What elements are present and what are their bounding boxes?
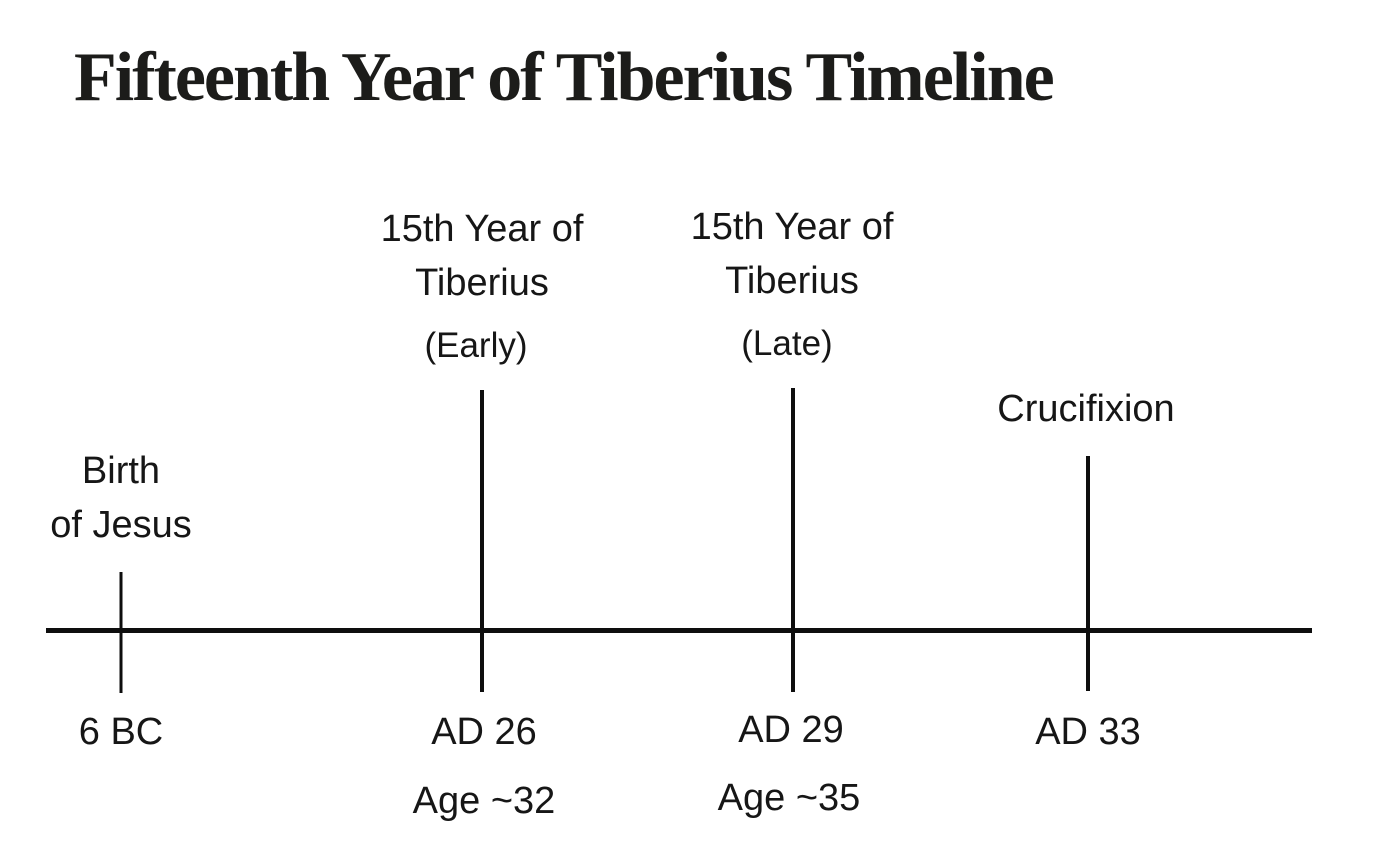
age-label-35: Age ~35 xyxy=(717,777,861,819)
tick-tiberius-late xyxy=(791,388,795,692)
age-label-32: Age ~32 xyxy=(412,780,556,822)
timeline-axis-line xyxy=(46,628,1312,633)
event-label-line: Birth xyxy=(81,450,161,492)
event-label-line: Tiberius xyxy=(725,260,859,302)
event-label-tiberius-late: 15th Year of Tiberius xyxy=(691,200,894,308)
year-label-6bc: 6 BC xyxy=(78,711,164,753)
event-label-line: 15th Year of xyxy=(690,206,894,248)
page-title: Fifteenth Year of Tiberius Timeline xyxy=(74,39,1055,116)
event-label-line: of Jesus xyxy=(50,504,192,546)
year-label-ad26: AD 26 xyxy=(431,711,537,753)
event-label-line: 15th Year of xyxy=(380,208,584,250)
event-label-tiberius-early: 15th Year of Tiberius xyxy=(381,202,584,310)
tick-crucifixion xyxy=(1086,456,1090,691)
event-label-crucifixion: Crucifixion xyxy=(997,388,1175,430)
event-label-birth-of-jesus: Birth of Jesus xyxy=(50,444,192,552)
tick-tiberius-early xyxy=(480,390,484,692)
event-label-line: Tiberius xyxy=(415,262,549,304)
year-label-ad33: AD 33 xyxy=(1035,711,1141,753)
qualifier-early: (Early) xyxy=(424,326,528,365)
qualifier-late: (Late) xyxy=(741,324,833,363)
tick-birth-of-jesus xyxy=(119,572,123,693)
year-label-ad29: AD 29 xyxy=(738,709,844,751)
